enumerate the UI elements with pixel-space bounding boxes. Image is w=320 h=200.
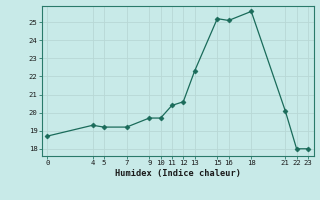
X-axis label: Humidex (Indice chaleur): Humidex (Indice chaleur) (115, 169, 241, 178)
